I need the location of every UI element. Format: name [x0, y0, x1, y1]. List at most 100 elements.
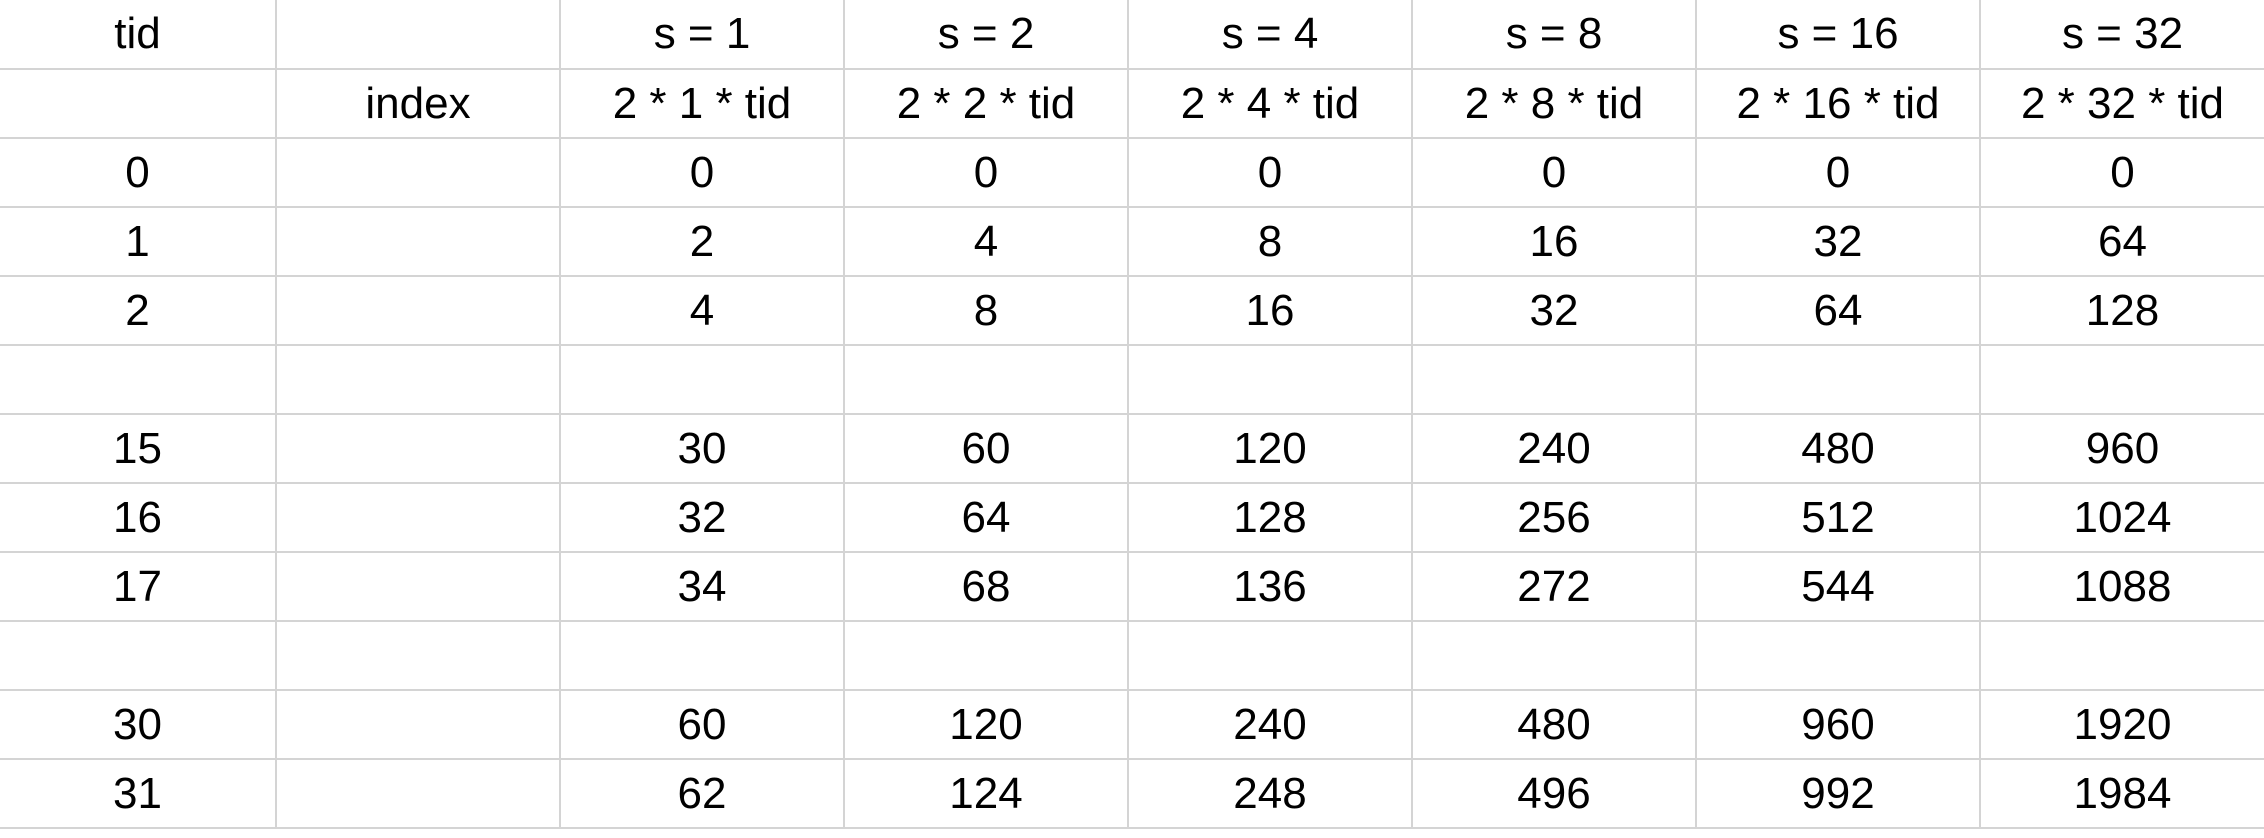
value-cell[interactable]: 68	[844, 552, 1129, 622]
index-cell[interactable]	[276, 690, 561, 760]
value-cell[interactable]: 64	[1980, 207, 2264, 277]
header-tid[interactable]: tid	[0, 0, 277, 70]
header-formula-4[interactable]: 2 * 4 * tid	[1128, 69, 1413, 139]
header-stride-16[interactable]: s = 16	[1696, 0, 1981, 70]
value-cell[interactable]: 544	[1696, 552, 1981, 622]
value-cell[interactable]	[1412, 345, 1697, 415]
value-cell[interactable]: 1088	[1980, 552, 2264, 622]
table-row: 2 4 8 16 32 64 128	[0, 276, 2264, 346]
header-stride-4[interactable]: s = 4	[1128, 0, 1413, 70]
value-cell[interactable]	[844, 345, 1129, 415]
index-cell[interactable]	[276, 483, 561, 553]
tid-cell[interactable]: 30	[0, 690, 277, 760]
value-cell[interactable]: 0	[1696, 138, 1981, 208]
value-cell[interactable]: 8	[844, 276, 1129, 346]
value-cell[interactable]: 0	[1980, 138, 2264, 208]
value-cell[interactable]: 32	[560, 483, 845, 553]
header-empty[interactable]	[0, 69, 277, 139]
header-formula-1[interactable]: 2 * 1 * tid	[560, 69, 845, 139]
index-cell[interactable]	[276, 138, 561, 208]
value-cell[interactable]	[1128, 621, 1413, 691]
value-cell[interactable]: 128	[1128, 483, 1413, 553]
value-cell[interactable]	[1980, 621, 2264, 691]
header-stride-2[interactable]: s = 2	[844, 0, 1129, 70]
header-formula-32[interactable]: 2 * 32 * tid	[1980, 69, 2264, 139]
value-cell[interactable]: 64	[844, 483, 1129, 553]
tid-cell[interactable]	[0, 345, 277, 415]
index-cell[interactable]	[276, 276, 561, 346]
index-cell[interactable]	[276, 552, 561, 622]
value-cell[interactable]	[1980, 345, 2264, 415]
tid-cell[interactable]: 16	[0, 483, 277, 553]
value-cell[interactable]: 60	[560, 690, 845, 760]
value-cell[interactable]: 960	[1696, 690, 1981, 760]
value-cell[interactable]	[560, 345, 845, 415]
header-formula-2[interactable]: 2 * 2 * tid	[844, 69, 1129, 139]
tid-cell[interactable]: 31	[0, 759, 277, 829]
value-cell[interactable]: 32	[1696, 207, 1981, 277]
value-cell[interactable]: 1920	[1980, 690, 2264, 760]
value-cell[interactable]: 128	[1980, 276, 2264, 346]
value-cell[interactable]: 30	[560, 414, 845, 484]
value-cell[interactable]	[1412, 621, 1697, 691]
value-cell[interactable]: 2	[560, 207, 845, 277]
tid-cell[interactable]: 15	[0, 414, 277, 484]
header-formula-8[interactable]: 2 * 8 * tid	[1412, 69, 1697, 139]
value-cell[interactable]: 0	[1128, 138, 1413, 208]
index-cell[interactable]	[276, 414, 561, 484]
value-cell[interactable]	[1696, 621, 1981, 691]
value-cell[interactable]: 256	[1412, 483, 1697, 553]
tid-cell[interactable]: 2	[0, 276, 277, 346]
value-cell[interactable]: 62	[560, 759, 845, 829]
value-cell[interactable]: 480	[1696, 414, 1981, 484]
value-cell[interactable]: 16	[1128, 276, 1413, 346]
value-cell[interactable]	[1696, 345, 1981, 415]
header-index[interactable]: index	[276, 69, 561, 139]
value-cell[interactable]: 34	[560, 552, 845, 622]
value-cell[interactable]: 496	[1412, 759, 1697, 829]
value-cell[interactable]: 960	[1980, 414, 2264, 484]
value-cell[interactable]: 992	[1696, 759, 1981, 829]
value-cell[interactable]: 480	[1412, 690, 1697, 760]
index-cell[interactable]	[276, 621, 561, 691]
value-cell[interactable]: 120	[844, 690, 1129, 760]
tid-cell[interactable]: 0	[0, 138, 277, 208]
index-cell[interactable]	[276, 207, 561, 277]
value-cell[interactable]: 136	[1128, 552, 1413, 622]
header-empty[interactable]	[276, 0, 561, 70]
header-stride-32[interactable]: s = 32	[1980, 0, 2264, 70]
value-cell[interactable]: 8	[1128, 207, 1413, 277]
value-cell[interactable]: 124	[844, 759, 1129, 829]
tid-cell[interactable]: 1	[0, 207, 277, 277]
value-cell[interactable]: 32	[1412, 276, 1697, 346]
value-cell[interactable]: 120	[1128, 414, 1413, 484]
index-cell[interactable]	[276, 759, 561, 829]
value-cell[interactable]: 272	[1412, 552, 1697, 622]
value-cell[interactable]	[1128, 345, 1413, 415]
value-cell[interactable]	[560, 621, 845, 691]
tid-cell[interactable]: 17	[0, 552, 277, 622]
value-cell[interactable]	[844, 621, 1129, 691]
table-row	[0, 621, 2264, 691]
value-cell[interactable]: 248	[1128, 759, 1413, 829]
value-cell[interactable]: 240	[1128, 690, 1413, 760]
value-cell[interactable]: 1984	[1980, 759, 2264, 829]
value-cell[interactable]: 512	[1696, 483, 1981, 553]
value-cell[interactable]: 64	[1696, 276, 1981, 346]
value-cell[interactable]: 0	[1412, 138, 1697, 208]
header-stride-1[interactable]: s = 1	[560, 0, 845, 70]
value-cell[interactable]: 4	[560, 276, 845, 346]
value-cell[interactable]: 0	[844, 138, 1129, 208]
value-cell[interactable]: 60	[844, 414, 1129, 484]
value-cell[interactable]: 1024	[1980, 483, 2264, 553]
index-cell[interactable]	[276, 345, 561, 415]
value-cell[interactable]: 240	[1412, 414, 1697, 484]
value-cell[interactable]: 16	[1412, 207, 1697, 277]
value-cell[interactable]: 4	[844, 207, 1129, 277]
tid-cell[interactable]	[0, 621, 277, 691]
header-stride-8[interactable]: s = 8	[1412, 0, 1697, 70]
header-formula-16[interactable]: 2 * 16 * tid	[1696, 69, 1981, 139]
value-cell[interactable]: 0	[560, 138, 845, 208]
